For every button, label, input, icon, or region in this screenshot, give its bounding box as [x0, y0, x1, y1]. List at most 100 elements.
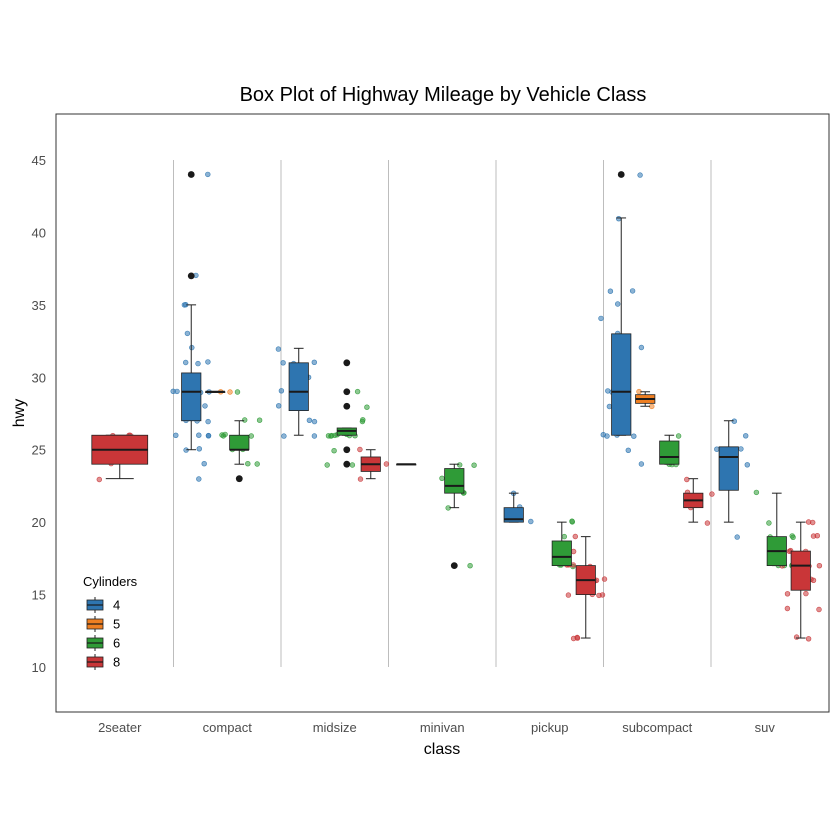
box-outlier	[343, 460, 351, 468]
data-point	[572, 533, 578, 540]
data-point	[607, 288, 614, 294]
data-point	[311, 359, 317, 365]
class-separators	[173, 160, 712, 667]
x-tick-label: compact	[203, 720, 253, 735]
data-point	[173, 432, 179, 438]
data-point	[196, 476, 202, 482]
box-outlier	[617, 171, 625, 178]
data-point	[753, 489, 760, 496]
data-point	[195, 360, 201, 367]
data-point	[205, 418, 211, 425]
data-point	[631, 433, 637, 439]
data-point	[181, 302, 188, 308]
legend-entry-label: 6	[113, 636, 120, 651]
data-point	[738, 446, 744, 452]
data-point	[598, 315, 604, 322]
data-point	[684, 476, 690, 483]
box-body	[229, 434, 250, 451]
data-point	[528, 518, 534, 525]
y-tick-label: 40	[32, 225, 46, 240]
data-point	[227, 389, 233, 395]
y-axis-ticks: 10 15 20 25 30 35 40 45	[32, 153, 46, 675]
data-point	[816, 562, 823, 569]
data-point	[816, 606, 822, 613]
box-body	[790, 550, 811, 591]
data-point	[281, 433, 287, 439]
chart-title: Box Plot of Highway Mileage by Vehicle C…	[240, 84, 647, 106]
box-body	[288, 362, 309, 412]
data-point	[354, 388, 361, 395]
y-tick-label: 30	[32, 370, 46, 385]
data-point	[638, 344, 645, 351]
data-point	[625, 447, 631, 453]
x-tick-label: pickup	[531, 720, 569, 735]
box-outlier	[450, 562, 458, 569]
x-tick-label: 2seater	[98, 720, 142, 735]
data-point	[222, 431, 228, 438]
box-body	[181, 372, 202, 422]
data-point	[357, 446, 363, 453]
x-tick-label: suv	[755, 720, 776, 735]
box-outlier	[187, 171, 195, 178]
data-point	[383, 461, 390, 467]
data-point	[202, 403, 208, 409]
data-point	[234, 389, 241, 395]
data-point	[766, 520, 772, 526]
data-point	[704, 520, 711, 526]
data-point	[599, 592, 606, 598]
y-tick-label: 15	[32, 588, 46, 603]
box-outlier	[343, 388, 351, 396]
data-point	[306, 417, 313, 423]
data-point	[734, 534, 740, 540]
data-point	[359, 418, 366, 425]
data-point	[205, 432, 212, 439]
data-point	[201, 461, 207, 467]
data-point	[183, 359, 189, 366]
data-point	[649, 403, 655, 410]
data-point	[638, 461, 645, 467]
data-point	[278, 388, 285, 394]
data-point	[814, 532, 820, 539]
data-point	[276, 403, 282, 409]
legend-entry-label: 4	[113, 598, 120, 613]
data-point	[574, 634, 580, 641]
boxes	[91, 171, 811, 639]
data-point	[637, 172, 643, 178]
data-point	[744, 462, 750, 468]
box-outlier	[343, 446, 351, 454]
data-point	[601, 576, 608, 582]
data-point	[561, 533, 567, 540]
data-point	[242, 417, 248, 423]
box-outlier	[343, 402, 351, 410]
data-point	[784, 605, 791, 612]
box-body	[611, 333, 632, 436]
data-point	[629, 288, 636, 294]
data-point	[803, 590, 809, 597]
plot-panel	[55, 113, 830, 713]
data-point	[96, 476, 103, 483]
data-point	[205, 171, 211, 178]
data-point	[184, 330, 191, 337]
x-tick-label: midsize	[313, 720, 357, 735]
data-point	[331, 448, 337, 454]
data-point	[189, 344, 195, 351]
y-tick-label: 45	[32, 153, 46, 168]
data-point	[809, 519, 816, 526]
x-axis-label: class	[424, 741, 460, 758]
x-axis-ticks: 2seater compact midsize minivan pickup subcom…	[98, 720, 775, 735]
legend-entry-label: 5	[113, 617, 120, 632]
box-body	[551, 540, 572, 567]
data-point	[565, 592, 572, 598]
data-point	[349, 462, 356, 468]
data-point	[714, 446, 720, 452]
box-body	[659, 440, 680, 465]
data-point	[805, 636, 812, 642]
data-point	[615, 216, 622, 222]
box-body	[444, 468, 465, 494]
data-point	[789, 533, 795, 539]
x-tick-label: subcompact	[622, 720, 692, 735]
data-point	[709, 491, 715, 497]
data-point	[569, 518, 575, 524]
data-point	[742, 433, 749, 439]
y-tick-label: 10	[32, 660, 46, 675]
